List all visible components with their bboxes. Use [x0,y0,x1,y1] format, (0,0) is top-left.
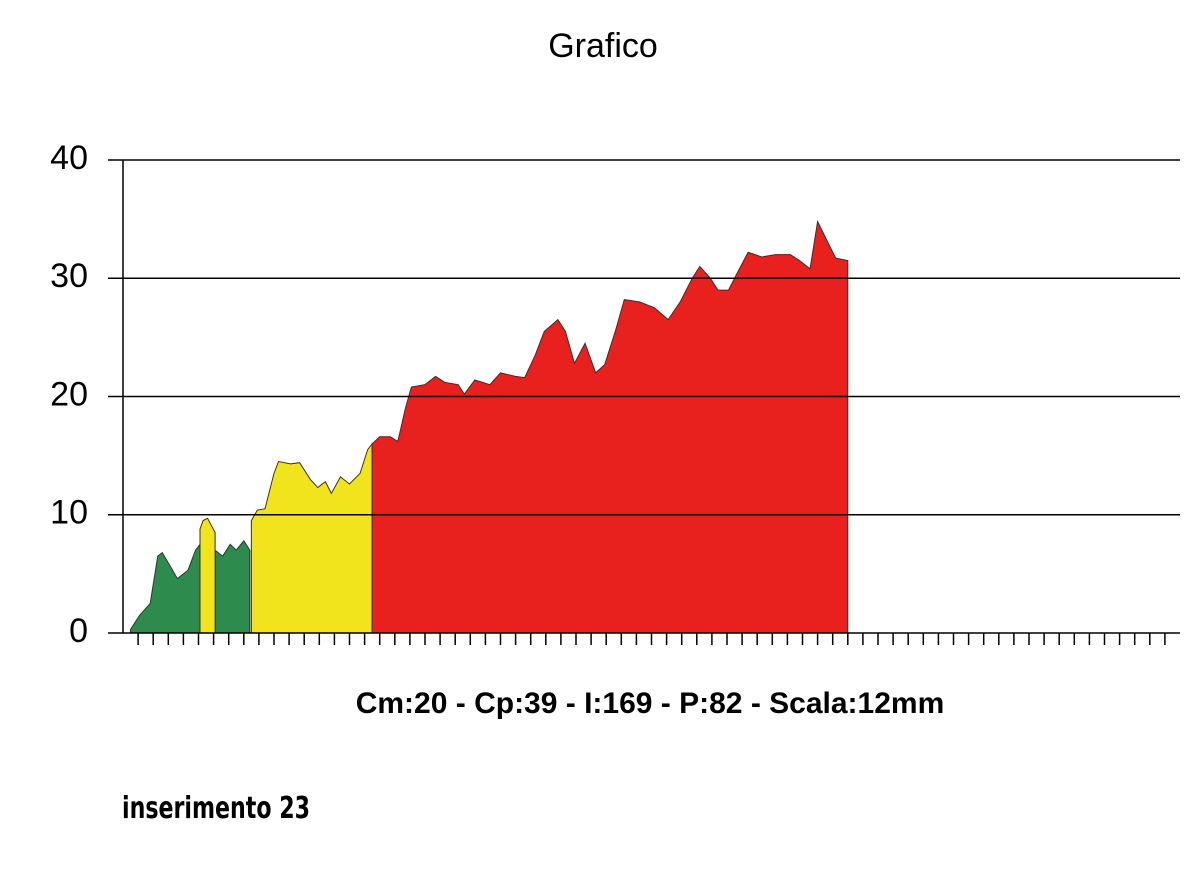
footnote: inserimento 23 [122,792,310,826]
y-tick-label: 10 [50,494,88,532]
y-tick-label: 20 [50,375,88,413]
y-tick-label: 0 [69,612,88,650]
y-tick-label: 40 [50,139,88,177]
y-tick-label: 30 [50,257,88,295]
area [130,539,251,634]
area [371,219,849,634]
chart-title: Grafico [548,27,658,65]
annotation: Cm:20 - Cp:39 - I:169 - P:82 - Scala:12m… [356,687,945,720]
